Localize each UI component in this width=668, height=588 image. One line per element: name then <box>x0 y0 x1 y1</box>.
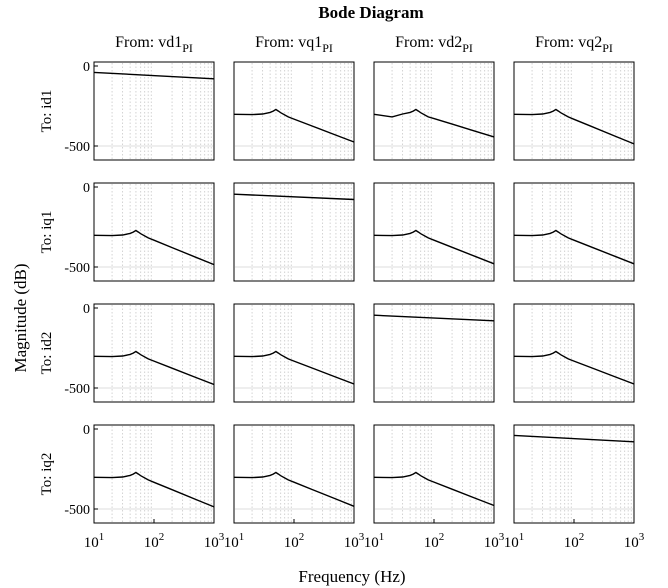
magnitude-curve <box>513 229 635 265</box>
input-label: From: vq2PI <box>535 34 613 55</box>
y-tick-label: -500 <box>64 261 90 276</box>
panel-frame <box>513 424 635 524</box>
panel-frame <box>373 424 495 524</box>
y-tick-label: -500 <box>64 503 90 518</box>
x-tick-label: 101 <box>224 531 245 551</box>
panel-frame <box>93 61 215 161</box>
panel-frame <box>233 61 355 161</box>
x-tick-label: 102 <box>144 531 165 551</box>
panel-frame <box>513 182 635 282</box>
magnitude-curve <box>373 108 495 138</box>
magnitude-curve <box>233 193 355 201</box>
output-label: To: id1 <box>39 90 55 133</box>
magnitude-curve <box>233 108 355 143</box>
x-tick-label: 101 <box>504 531 525 551</box>
y-tick-label: 0 <box>83 60 90 75</box>
panel-frame <box>233 424 355 524</box>
y-tick-label: 0 <box>83 302 90 317</box>
panel-frame <box>513 61 635 161</box>
x-tick-label: 102 <box>424 531 445 551</box>
output-label: To: iq2 <box>39 453 55 496</box>
y-tick-label: -500 <box>64 140 90 155</box>
x-tick-label: 101 <box>364 531 385 551</box>
y-tick-label: 0 <box>83 423 90 438</box>
panel-frame <box>373 61 495 161</box>
x-tick-label: 102 <box>284 531 305 551</box>
input-label: From: vd1PI <box>115 34 193 55</box>
panel-frame <box>233 303 355 403</box>
panel-frame <box>93 424 215 524</box>
magnitude-curve <box>233 350 355 385</box>
chart-title: Bode Diagram <box>318 3 423 22</box>
magnitude-curve <box>233 471 355 507</box>
output-label: To: iq1 <box>39 211 55 254</box>
magnitude-curve <box>93 350 215 386</box>
panel-frame <box>233 182 355 282</box>
magnitude-curve <box>93 71 215 80</box>
x-tick-label: 101 <box>84 531 105 551</box>
panel-frame <box>513 303 635 403</box>
panel-grid: From: vd1PI From: vq1PI From: vd2PI From: v… <box>39 34 645 551</box>
magnitude-curve <box>513 434 635 443</box>
magnitude-curve <box>373 471 495 507</box>
y-tick-label: 0 <box>83 181 90 196</box>
x-tick-label: 103 <box>484 531 505 551</box>
x-axis-label: Frequency (Hz) <box>298 567 405 586</box>
x-tick-label: 103 <box>204 531 225 551</box>
panel-frame <box>93 182 215 282</box>
panel-frame <box>373 182 495 282</box>
magnitude-curve <box>93 229 215 266</box>
output-label: To: id2 <box>39 332 55 375</box>
x-tick-label: 103 <box>624 531 645 551</box>
x-tick-label: 103 <box>344 531 365 551</box>
magnitude-curve <box>93 471 215 508</box>
magnitude-curve <box>513 108 635 145</box>
input-label: From: vq1PI <box>255 34 333 55</box>
y-tick-label: -500 <box>64 382 90 397</box>
magnitude-curve <box>513 350 635 385</box>
y-axis-label: Magnitude (dB) <box>11 263 30 372</box>
input-label: From: vd2PI <box>395 34 473 55</box>
magnitude-curve <box>373 229 495 265</box>
panel-frame <box>93 303 215 403</box>
x-tick-label: 102 <box>564 531 585 551</box>
magnitude-curve <box>373 314 495 322</box>
